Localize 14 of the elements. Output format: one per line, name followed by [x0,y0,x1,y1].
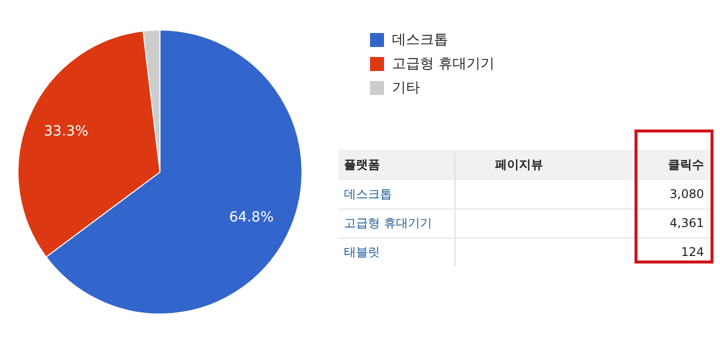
data-label: 124 [681,244,704,259]
text: 클릭수 [668,157,704,172]
data-label: 33.3% [44,124,88,140]
data-label: 64.8% [229,210,274,226]
category-label: 태블릿 [344,244,380,259]
data-label: 3,080 [670,186,704,201]
legend-label: 고급형 휴대기기 [392,56,494,72]
category-label: 데스크톱 [344,186,392,201]
text: 플랫폼 [344,157,380,172]
category-label: 고급형 휴대기기 [344,216,432,230]
data-label: 4,361 [670,216,704,230]
text: 페이지뷰 [495,157,543,172]
legend-label: 데스크톱 [392,32,448,48]
legend-label: 기타 [392,80,420,96]
